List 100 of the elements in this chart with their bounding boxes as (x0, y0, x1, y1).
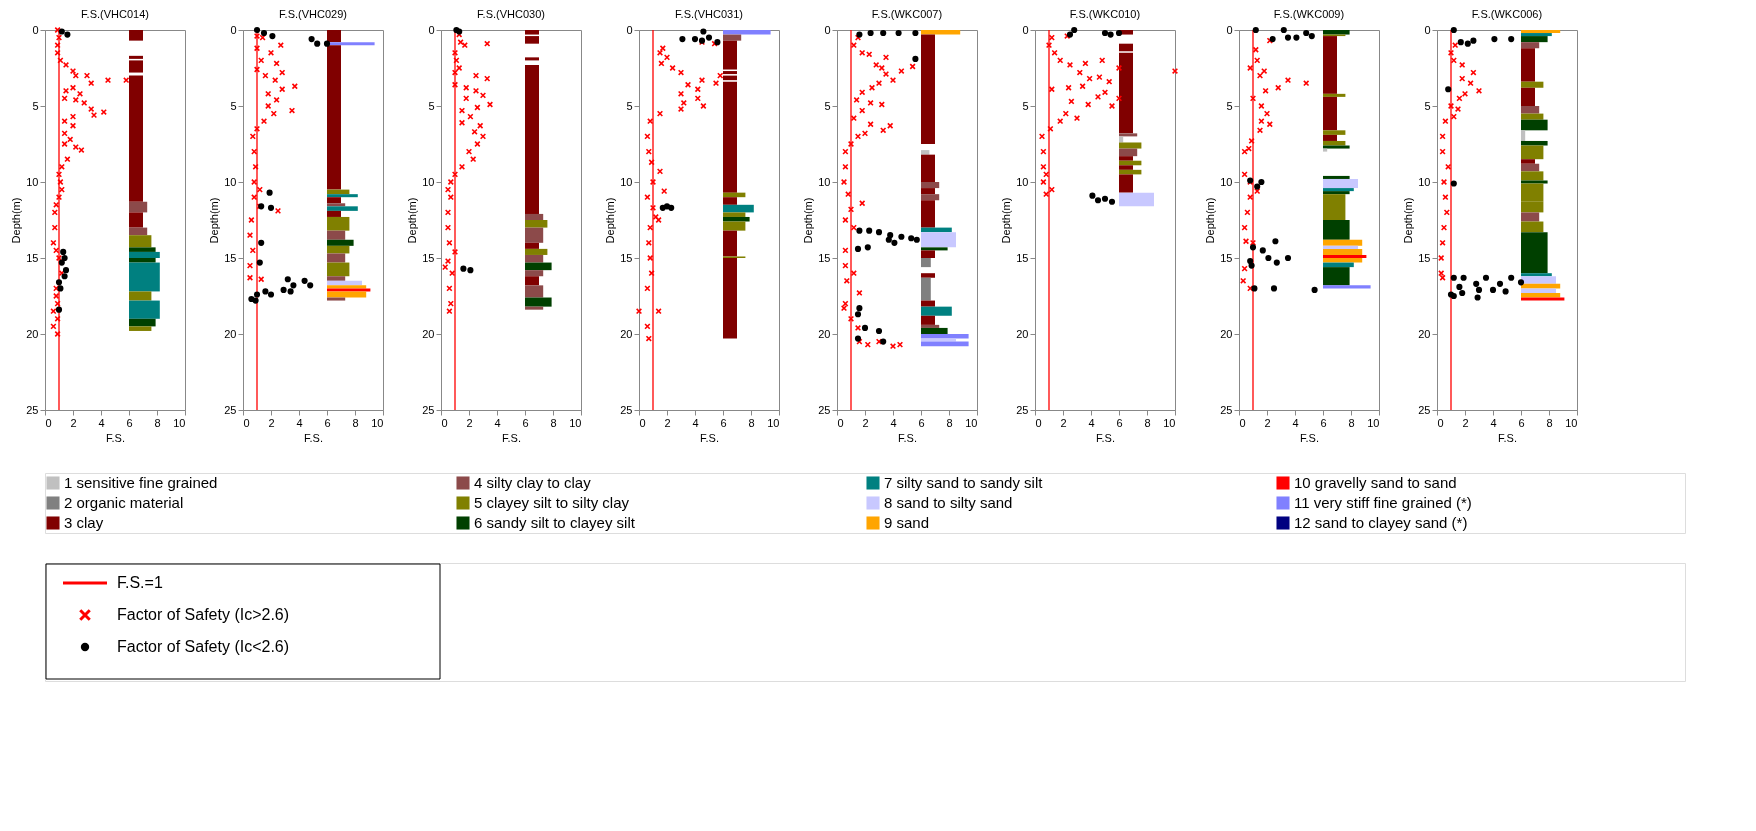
category-label: 4 silty clay to clay (474, 474, 592, 491)
y-tick-label: 20 (818, 327, 831, 340)
x-axis-title: F.S. (1096, 431, 1115, 444)
x-tick-label: 2 (1060, 416, 1067, 429)
y-tick-label: 10 (620, 175, 633, 188)
category-label: 8 sand to silty sand (884, 494, 1013, 511)
x-tick-label: 8 (550, 416, 557, 429)
y-tick-label: 25 (1220, 403, 1233, 416)
category-label: 3 clay (64, 514, 104, 531)
x-tick-label: 8 (1348, 416, 1355, 429)
x-axis-title: F.S. (1498, 431, 1517, 444)
y-axis-title: Depth(m) (208, 197, 221, 244)
y-tick-label: 20 (620, 327, 633, 340)
x-axis-title: F.S. (106, 431, 125, 444)
y-tick-label: 25 (1418, 403, 1431, 416)
y-tick-label: 10 (1220, 175, 1233, 188)
y-tick-label: 20 (1016, 327, 1029, 340)
y-tick-label: 10 (1418, 175, 1431, 188)
y-tick-label: 25 (422, 403, 435, 416)
x-tick-label: 8 (154, 416, 161, 429)
x-tick-label: 10 (1163, 416, 1176, 429)
category-label: 7 silty sand to sandy silt (884, 474, 1044, 491)
x-tick-label: 8 (946, 416, 953, 429)
x-tick-label: 0 (243, 416, 250, 429)
x-tick-label: 2 (466, 416, 473, 429)
x-tick-label: 6 (720, 416, 727, 429)
y-axis-title: Depth(m) (1204, 197, 1217, 244)
chart-title: F.S.(VHC029) (279, 8, 347, 20)
y-tick-label: 15 (818, 251, 831, 264)
x-tick-label: 0 (837, 416, 844, 429)
x-tick-label: 6 (126, 416, 133, 429)
category-label: 6 sandy silt to clayey silt (474, 514, 636, 531)
x-tick-label: 2 (70, 416, 77, 429)
x-tick-label: 4 (1490, 416, 1497, 429)
x-tick-label: 4 (692, 416, 699, 429)
y-tick-label: 15 (26, 251, 39, 264)
legend-label: Factor of Safety (Ic<2.6) (117, 638, 290, 655)
x-tick-label: 0 (45, 416, 52, 429)
x-tick-label: 0 (1239, 416, 1246, 429)
x-tick-label: 2 (1462, 416, 1469, 429)
x-tick-label: 4 (494, 416, 501, 429)
y-tick-label: 15 (224, 251, 237, 264)
y-tick-label: 25 (620, 403, 633, 416)
x-axis-title: F.S. (502, 431, 521, 444)
x-tick-label: 8 (1546, 416, 1553, 429)
x-tick-label: 4 (98, 416, 105, 429)
y-tick-label: 0 (1022, 23, 1029, 36)
y-tick-label: 25 (224, 403, 237, 416)
chart-title: F.S.(VHC014) (81, 8, 149, 20)
x-tick-label: 6 (1116, 416, 1123, 429)
y-tick-label: 20 (422, 327, 435, 340)
x-tick-label: 0 (639, 416, 646, 429)
x-tick-label: 8 (1144, 416, 1151, 429)
x-tick-label: 8 (352, 416, 359, 429)
y-tick-label: 0 (1226, 23, 1233, 36)
x-tick-label: 2 (268, 416, 275, 429)
y-tick-label: 15 (1220, 251, 1233, 264)
x-tick-label: 6 (1518, 416, 1525, 429)
x-tick-label: 0 (441, 416, 448, 429)
x-tick-label: 10 (371, 416, 384, 429)
chart-title: F.S.(VHC031) (675, 8, 743, 20)
y-tick-label: 20 (26, 327, 39, 340)
chart-title: F.S.(VHC030) (477, 8, 545, 20)
y-axis-title: Depth(m) (406, 197, 419, 244)
y-tick-label: 5 (626, 99, 633, 112)
y-axis-title: Depth(m) (604, 197, 617, 244)
y-tick-label: 5 (1022, 99, 1029, 112)
x-tick-label: 4 (296, 416, 303, 429)
y-tick-label: 0 (1424, 23, 1431, 36)
y-tick-label: 15 (1418, 251, 1431, 264)
x-tick-label: 10 (569, 416, 582, 429)
y-tick-label: 0 (230, 23, 237, 36)
y-tick-label: 25 (26, 403, 39, 416)
x-tick-label: 8 (748, 416, 755, 429)
x-axis-title: F.S. (898, 431, 917, 444)
y-tick-label: 10 (422, 175, 435, 188)
y-axis-title: Depth(m) (10, 197, 23, 244)
y-tick-label: 0 (626, 23, 633, 36)
chart-title: F.S.(WKC006) (1471, 8, 1543, 20)
y-tick-label: 10 (26, 175, 39, 188)
category-label: 10 gravelly sand to sand (1294, 474, 1457, 491)
y-tick-label: 5 (824, 99, 831, 112)
category-label: 1 sensitive fine grained (64, 474, 218, 491)
y-tick-label: 15 (620, 251, 633, 264)
y-tick-label: 5 (1226, 99, 1233, 112)
x-tick-label: 2 (1264, 416, 1271, 429)
x-tick-label: 0 (1437, 416, 1444, 429)
x-tick-label: 6 (918, 416, 925, 429)
x-axis-title: F.S. (1300, 431, 1319, 444)
category-label: 12 sand to clayey sand (*) (1294, 514, 1468, 531)
x-tick-label: 0 (1035, 416, 1042, 429)
chart-title: F.S.(WKC010) (1069, 8, 1141, 20)
x-tick-label: 4 (890, 416, 897, 429)
y-tick-label: 20 (224, 327, 237, 340)
x-tick-label: 6 (324, 416, 331, 429)
legend-label: F.S.=1 (117, 574, 163, 591)
y-tick-label: 25 (1016, 403, 1029, 416)
y-tick-label: 10 (224, 175, 237, 188)
x-axis-title: F.S. (304, 431, 323, 444)
y-tick-label: 10 (818, 175, 831, 188)
